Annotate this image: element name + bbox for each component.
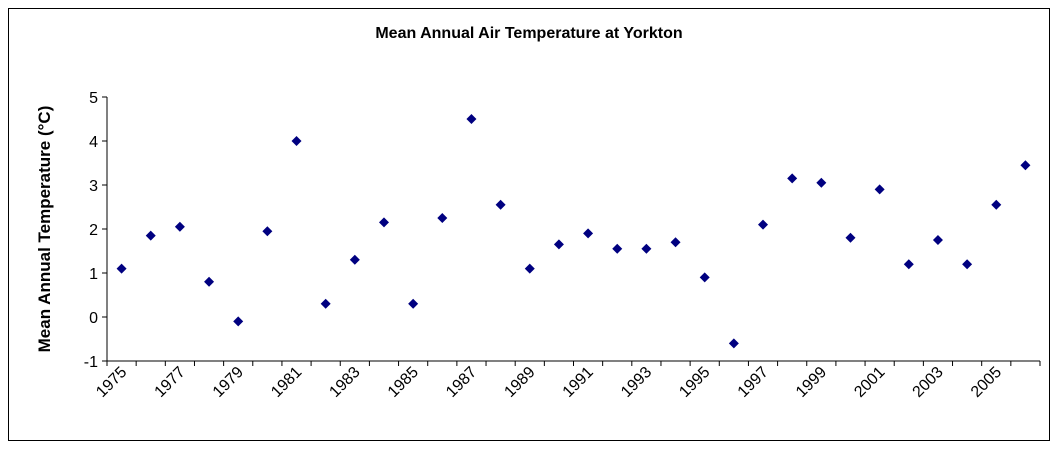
point [699, 272, 710, 283]
point [991, 199, 1002, 210]
y-tick-label: 4 [89, 134, 98, 151]
point [116, 263, 127, 274]
point [145, 230, 156, 241]
point [495, 199, 506, 210]
point [204, 276, 215, 287]
chart-title: Mean Annual Air Temperature at Yorkton [375, 25, 682, 42]
point [758, 219, 769, 230]
point [641, 243, 652, 254]
point [787, 173, 798, 184]
y-tick-label: 2 [89, 222, 98, 239]
point [553, 239, 564, 250]
point [816, 177, 827, 188]
y-tick-label: 0 [89, 310, 98, 327]
point [262, 226, 273, 237]
point [845, 232, 856, 243]
point [524, 263, 535, 274]
point [728, 338, 739, 349]
y-tick-label: 5 [89, 90, 98, 107]
point [378, 217, 389, 228]
point [349, 254, 360, 265]
y-axis-label: Mean Annual Temperature (°C) [35, 106, 54, 353]
point [874, 184, 885, 195]
point [437, 213, 448, 223]
point [174, 221, 185, 232]
y-tick-label: -1 [84, 354, 98, 371]
point [320, 298, 331, 309]
point [612, 243, 623, 254]
point [291, 136, 302, 146]
point [962, 259, 973, 270]
point [233, 316, 244, 327]
point [583, 228, 594, 239]
point [466, 114, 477, 124]
y-tick-label: 1 [89, 266, 98, 283]
point [932, 235, 943, 245]
point [903, 259, 914, 270]
y-tick-label: 3 [89, 178, 98, 195]
point [408, 298, 419, 309]
point [670, 237, 681, 248]
point [1020, 160, 1031, 171]
